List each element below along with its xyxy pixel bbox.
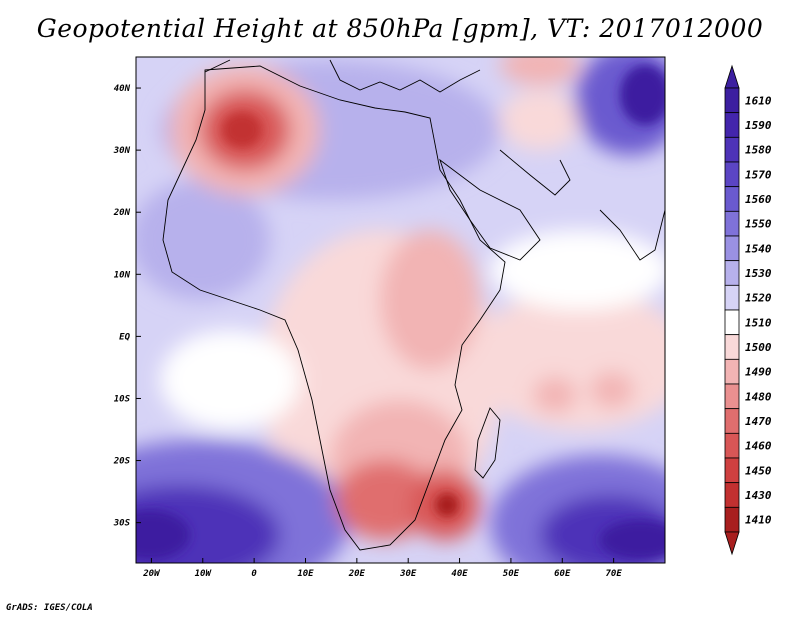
india-coastline (599, 209, 665, 261)
lat-tick-label: 30N (113, 146, 131, 156)
axis-ticks: 20W 10W 0 10E 20E 30E 40E 50E 60E 70E 40N 30N 20N 10N… (113, 84, 623, 579)
colorbar-swatch (724, 506, 740, 533)
colorbar-swatch (724, 136, 740, 163)
geopotential-field (136, 57, 665, 563)
colorbar-swatch (724, 482, 740, 508)
lat-tick-label: EQ (119, 332, 130, 342)
plot-title: Geopotential Height at 850hPa [gpm], VT:… (36, 14, 764, 43)
colorbar-label: 1480 (745, 390, 772, 403)
lat-tick-label: 10N (114, 270, 131, 280)
colorbar-swatch (724, 161, 740, 188)
lon-tick-label: 40E (451, 569, 468, 579)
madagascar-coastline (474, 407, 501, 479)
colorbar-label: 1550 (745, 218, 772, 231)
lat-tick-label: 10S (114, 394, 131, 404)
colorbar-label: 1570 (745, 168, 772, 181)
colorbar-swatch (724, 358, 740, 385)
grads-credit: GrADS: IGES/COLA (6, 603, 93, 613)
colorbar-label: 1470 (745, 415, 772, 428)
colorbar-swatch (724, 260, 740, 286)
lat-tick-label: 40N (114, 84, 131, 94)
lon-tick-label: 30E (399, 569, 417, 579)
colorbar-label: 1430 (745, 489, 772, 502)
lon-tick-label: 20W (142, 569, 161, 579)
colorbar-label: 1500 (745, 341, 772, 354)
colorbar-swatch (724, 408, 740, 434)
colorbar-swatch (724, 235, 740, 262)
lon-tick-label: 0 (251, 569, 257, 579)
map-frame (135, 56, 666, 564)
lon-tick-label: 10E (297, 569, 314, 579)
colorbar-label: 1490 (745, 366, 772, 379)
lat-tick-label: 20N (113, 208, 131, 218)
colorbar-swatch (724, 334, 740, 360)
colorbar-label: 1580 (745, 144, 772, 157)
colorbar-label: 1590 (745, 119, 772, 132)
lat-tick-label: 20S (113, 457, 131, 467)
lat-tick-label: 30S (113, 519, 131, 529)
africa-coastline (162, 65, 506, 551)
colorbar-label: 1610 (745, 94, 772, 107)
colorbar-swatch (724, 383, 740, 410)
colorbar-label: 1540 (745, 242, 772, 255)
lon-tick-label: 60E (554, 569, 571, 579)
persian-gulf (499, 149, 571, 196)
lon-tick-label: 70E (606, 569, 623, 579)
colorbar-swatch (724, 87, 740, 114)
lon-tick-label: 10W (195, 569, 213, 579)
colorbar-swatch (724, 432, 740, 459)
colorbar-label: 1530 (745, 267, 772, 280)
colorbar-swatch (724, 457, 740, 484)
colorbar-bottom-arrow (724, 531, 740, 556)
colorbar-label: 1450 (745, 464, 772, 477)
colorbar-swatch (724, 284, 740, 311)
colorbar-top-arrow (724, 64, 740, 89)
colorbar: 1610 1590 1580 1570 1560 1550 1540 1530 1520 1510… (724, 64, 772, 556)
arabia-coastline (439, 158, 541, 261)
colorbar-swatch (724, 112, 740, 138)
europe-coastline (204, 59, 481, 93)
colorbar-label: 1510 (745, 316, 772, 329)
colorbar-swatch (724, 186, 740, 212)
lon-tick-label: 50E (503, 569, 520, 579)
lon-tick-label: 20E (348, 569, 366, 579)
coastlines (162, 59, 665, 551)
colorbar-label: 1460 (745, 440, 772, 453)
colorbar-swatch (724, 210, 740, 237)
colorbar-label: 1520 (745, 292, 772, 305)
colorbar-swatch (724, 309, 740, 336)
colorbar-label: 1410 (745, 514, 772, 527)
colorbar-label: 1560 (745, 193, 772, 206)
